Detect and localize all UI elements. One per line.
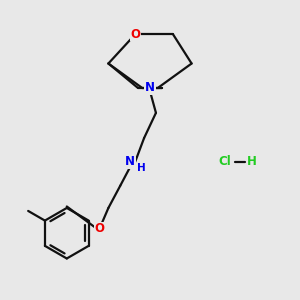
Text: N: N	[125, 155, 135, 168]
Text: O: O	[130, 28, 140, 40]
Text: O: O	[94, 222, 104, 235]
Text: H: H	[247, 155, 256, 168]
Text: Cl: Cl	[218, 155, 231, 168]
Text: N: N	[145, 81, 155, 94]
Text: H: H	[136, 164, 146, 173]
